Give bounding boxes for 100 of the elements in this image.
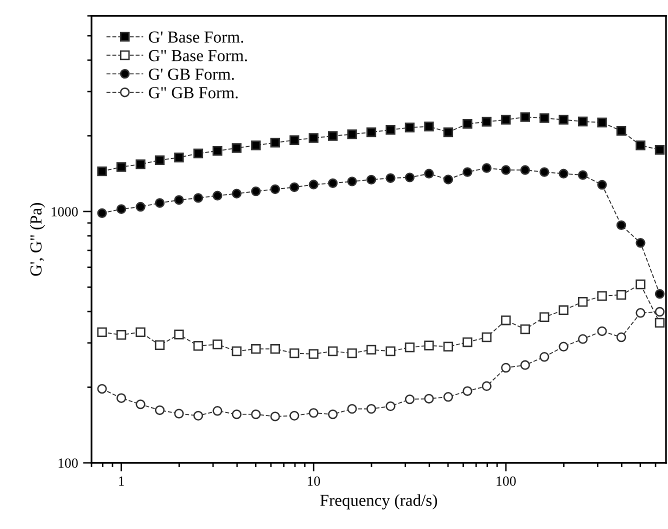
x-tick-label: 1: [119, 476, 124, 486]
point: [174, 152, 184, 162]
point: [386, 173, 396, 183]
point: [386, 125, 396, 135]
point: [328, 409, 338, 420]
point: [136, 399, 146, 410]
point: [347, 129, 357, 140]
point: [501, 315, 511, 326]
point: [443, 127, 454, 138]
point: [174, 408, 184, 418]
point: [404, 172, 415, 182]
point: [636, 140, 646, 150]
point: [97, 384, 107, 394]
point: [424, 340, 434, 350]
point: [270, 138, 280, 148]
point: [212, 190, 222, 201]
point: [443, 174, 454, 184]
point: [328, 131, 338, 141]
point: [212, 146, 222, 156]
point: [404, 342, 415, 352]
point: [328, 178, 338, 188]
point: [116, 162, 126, 172]
point: [193, 193, 204, 203]
point: [636, 280, 646, 290]
point: [616, 290, 626, 300]
point: [578, 334, 588, 344]
point: [501, 362, 511, 373]
point: [366, 404, 376, 414]
point: [116, 330, 126, 340]
point: [462, 118, 472, 129]
point: [154, 198, 165, 208]
point: [154, 340, 165, 350]
point: [251, 409, 261, 420]
point: [616, 126, 626, 136]
point: [290, 135, 300, 145]
point: [251, 186, 261, 196]
y-tick-label: 1000: [52, 207, 78, 216]
point: [366, 344, 376, 355]
point: [558, 305, 568, 316]
x-tick-label: 10: [308, 476, 320, 486]
point: [136, 202, 146, 212]
point: [540, 167, 550, 177]
point: [654, 289, 665, 299]
point: [193, 410, 204, 421]
point: [154, 405, 165, 416]
point: [462, 167, 472, 177]
point: [424, 394, 434, 404]
point: [347, 176, 357, 186]
point: [597, 118, 607, 128]
point: [482, 116, 492, 127]
point: [636, 308, 646, 318]
point: [308, 408, 318, 418]
point: [597, 180, 607, 190]
point: [136, 159, 146, 170]
point: [290, 410, 300, 421]
legend-label: G" Base Form.: [148, 50, 247, 62]
point: [462, 386, 472, 396]
point: [386, 401, 396, 412]
legend-label: G' Base Form.: [148, 32, 244, 43]
point: [270, 412, 280, 422]
point: [597, 291, 607, 301]
point: [366, 127, 376, 138]
point: [193, 341, 204, 351]
point: [616, 332, 626, 342]
point: [251, 344, 261, 354]
point: [308, 180, 318, 190]
point: [308, 133, 318, 143]
point: [616, 220, 626, 230]
point: [308, 349, 318, 359]
point: [404, 394, 415, 404]
point: [232, 409, 242, 420]
point: [654, 306, 665, 317]
point: [443, 342, 454, 352]
point: [212, 406, 222, 416]
point: [404, 122, 415, 132]
point: [654, 144, 665, 155]
point: [540, 312, 550, 322]
point: [174, 330, 184, 340]
point: [424, 122, 434, 132]
point: [174, 195, 184, 205]
point: [366, 174, 376, 185]
point: [597, 326, 607, 336]
point: [386, 346, 396, 356]
point: [443, 392, 454, 402]
point: [424, 168, 434, 179]
point: [347, 348, 357, 358]
point: [540, 113, 550, 123]
point: [290, 348, 300, 358]
point: [578, 170, 588, 180]
point: [578, 297, 588, 307]
point: [501, 165, 511, 175]
point: [520, 112, 530, 122]
point: [270, 344, 280, 354]
point: [347, 404, 357, 414]
y-axis-title: G', G" (Pa): [30, 203, 45, 276]
point: [558, 168, 568, 179]
point: [136, 327, 146, 338]
point: [328, 346, 338, 356]
point: [212, 340, 222, 350]
point: [520, 324, 530, 334]
